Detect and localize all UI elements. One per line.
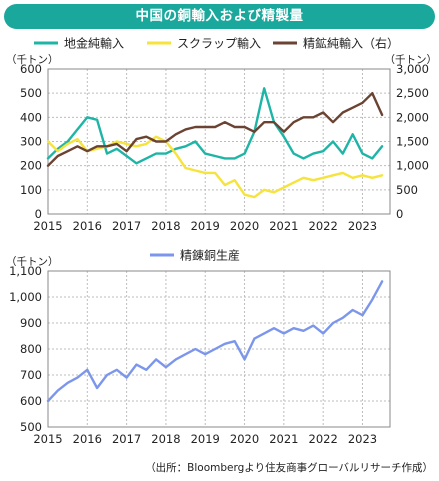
unit-label-left: （千トン） bbox=[6, 256, 59, 268]
y-tick-label-right: 500 bbox=[396, 183, 418, 197]
x-tick-label: 2018 bbox=[151, 219, 180, 233]
y-tick-label: 700 bbox=[20, 368, 42, 382]
y-tick-label: 1,100 bbox=[9, 264, 42, 278]
chart-title: 中国の銅輸入および精製量 bbox=[4, 4, 435, 29]
x-tick-label: 2015 bbox=[33, 432, 62, 446]
legend-label-1: 地金純輸入 bbox=[64, 36, 124, 51]
x-tick-label: 2020 bbox=[230, 219, 259, 233]
series-line-3 bbox=[46, 92, 384, 167]
chart-top: 地金純輸入 スクラップ輸入 精鉱純輸入（右） （千トン） （千トン） 0 100 200 300… bbox=[6, 36, 438, 234]
y-tick-label: 300 bbox=[20, 135, 42, 149]
series-line-1 bbox=[46, 87, 384, 165]
y-tick-label-right: 2,000 bbox=[396, 110, 429, 124]
y-tick-label: 400 bbox=[20, 110, 42, 124]
x-tick-label: 2017 bbox=[112, 432, 141, 446]
plot-frame bbox=[47, 68, 391, 215]
x-tick-label: 2019 bbox=[191, 432, 220, 446]
y-tick-label: 600 bbox=[20, 62, 42, 76]
legend-label-1: 精錬銅生産 bbox=[180, 248, 240, 263]
x-tick-label: 2023 bbox=[348, 432, 377, 446]
y-tick-label-right: 1,000 bbox=[396, 159, 429, 173]
y-tick-label: 600 bbox=[20, 394, 42, 408]
x-tick-label: 2020 bbox=[230, 432, 259, 446]
chart-bottom: 精錬銅生産 （千トン） 500 600 700 800 900 1,000 1,100 2015 2… bbox=[6, 248, 391, 446]
x-tick-label: 2017 bbox=[112, 219, 141, 233]
x-tick-label: 2021 bbox=[269, 432, 298, 446]
x-tick-label: 2018 bbox=[151, 432, 180, 446]
x-tick-label: 2021 bbox=[269, 219, 298, 233]
legend-label-2: スクラップ輸入 bbox=[177, 36, 261, 51]
x-tick-label: 2016 bbox=[73, 432, 102, 446]
y-tick-label: 500 bbox=[20, 420, 42, 434]
x-tick-label: 2016 bbox=[73, 219, 102, 233]
y-tick-label: 100 bbox=[20, 183, 42, 197]
x-tick-label: 2022 bbox=[309, 432, 338, 446]
x-tick-label: 2022 bbox=[309, 219, 338, 233]
series-line-1 bbox=[46, 280, 384, 403]
y-tick-label: 800 bbox=[20, 342, 42, 356]
y-tick-label-right: 1,500 bbox=[396, 135, 429, 149]
y-tick-label-right: 2,500 bbox=[396, 86, 429, 100]
x-tick-label: 2023 bbox=[348, 219, 377, 233]
y-tick-label: 900 bbox=[20, 316, 42, 330]
y-tick-label-right: 3,000 bbox=[396, 62, 429, 76]
y-tick-label-right: 0 bbox=[396, 207, 403, 221]
unit-label-right: （千トン） bbox=[385, 54, 438, 66]
y-tick-label: 200 bbox=[20, 159, 42, 173]
unit-label-left: （千トン） bbox=[6, 54, 59, 66]
legend-label-3: 精鉱純輸入（右） bbox=[303, 36, 399, 51]
plot-frame bbox=[47, 270, 391, 428]
x-tick-label: 2019 bbox=[191, 219, 220, 233]
source-note: （出所：Bloombergより住友商事グローバルリサーチ作成） bbox=[145, 462, 433, 474]
x-tick-label: 2015 bbox=[33, 219, 62, 233]
y-tick-label: 500 bbox=[20, 86, 42, 100]
y-tick-label: 0 bbox=[35, 207, 42, 221]
y-tick-label: 1,000 bbox=[9, 290, 42, 304]
